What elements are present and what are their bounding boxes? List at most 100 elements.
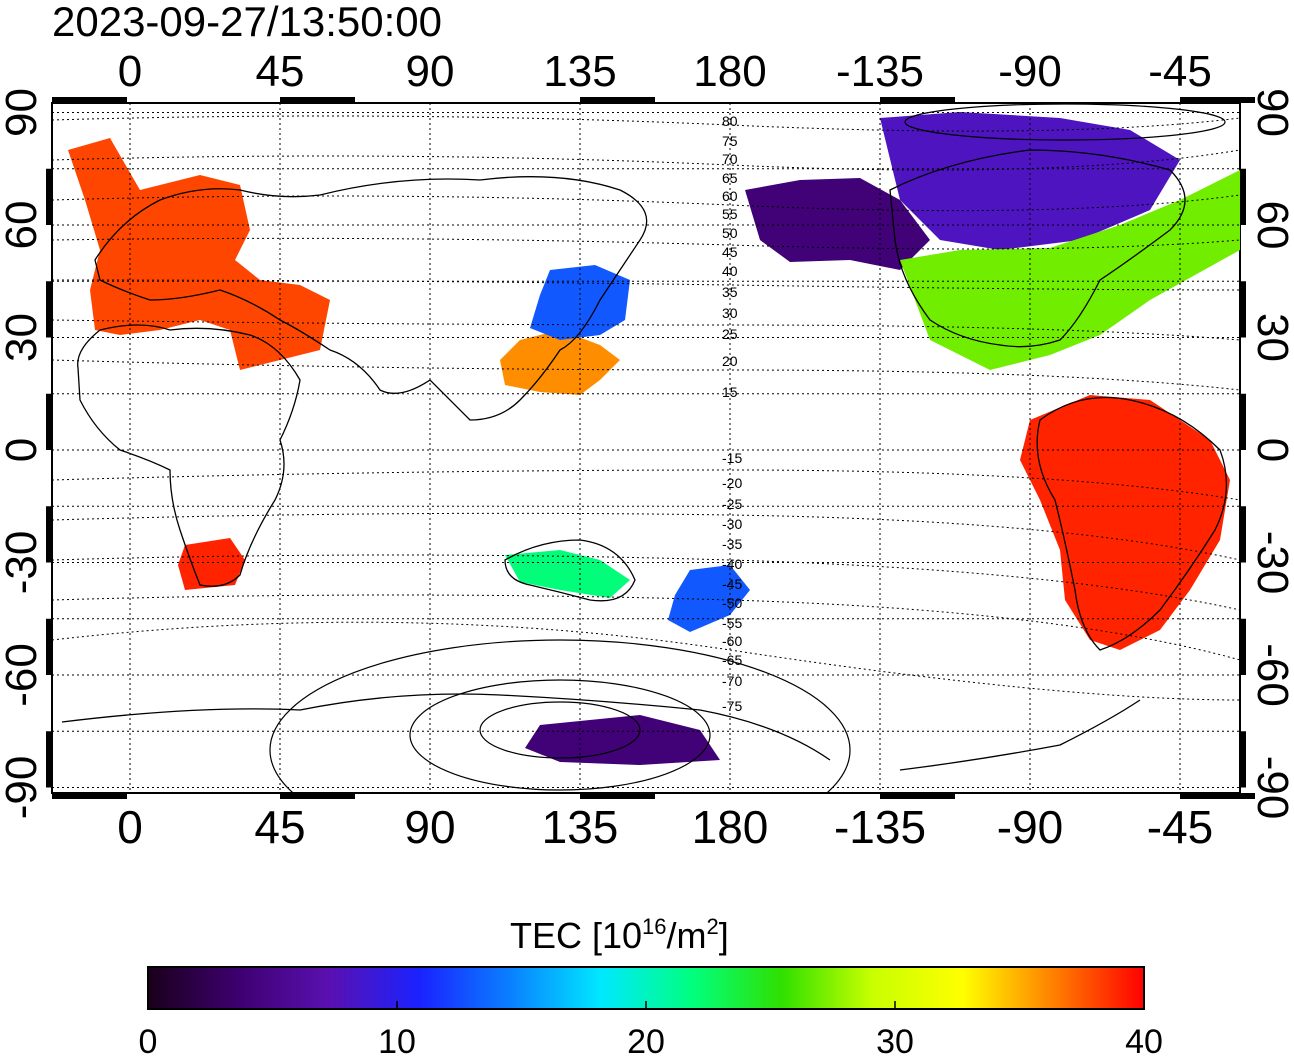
frame-bar-bottom xyxy=(280,793,355,799)
tec-cell-southern-africa xyxy=(178,538,245,590)
contour-labels: 80 75 70 65 60 55 50 45 40 35 30 25 20 15 -15 -20 -25 -30… xyxy=(722,113,742,714)
frame-bar-left xyxy=(46,281,52,338)
contour-label: -55 xyxy=(722,615,742,631)
contour-label: -35 xyxy=(722,536,742,552)
contour-label: -25 xyxy=(722,496,742,512)
map-frame xyxy=(46,97,1255,799)
contour-label: 35 xyxy=(722,284,738,300)
region-north-america-south xyxy=(900,170,1240,370)
tec-cell-north-america-south xyxy=(900,170,1240,370)
frame-bar-bottom xyxy=(1180,793,1255,799)
frame-bar-right xyxy=(1240,168,1246,225)
lat-tick-left: 90 xyxy=(0,88,46,137)
lat-tick-left: -30 xyxy=(0,531,46,595)
lon-tick-bottom: 0 xyxy=(117,801,143,853)
contour-label: 30 xyxy=(722,305,738,321)
frame-bar-bottom xyxy=(52,793,127,799)
contour-label: 80 xyxy=(722,113,738,129)
colorbar-tick-label: 30 xyxy=(876,1023,914,1057)
tec-data-cells xyxy=(68,112,1240,765)
lat-tick-right: 30 xyxy=(1248,313,1294,362)
contour-label: 60 xyxy=(722,188,738,204)
lon-tick-top: -90 xyxy=(998,47,1062,96)
tec-cell-north-america-north xyxy=(880,112,1180,250)
colorbar-tick-label: 20 xyxy=(627,1023,665,1057)
contour-label: 40 xyxy=(722,263,738,279)
lon-tick-top: 90 xyxy=(406,47,455,96)
contour-label: -70 xyxy=(722,673,742,689)
frame-bar-top xyxy=(880,97,955,103)
tec-cell-new-zealand xyxy=(668,565,750,632)
colorbar-title: TEC [1016/m2] xyxy=(510,914,729,956)
right-latitude-axis: 90 60 30 0 -30 -60 -90 xyxy=(1248,88,1294,819)
contour-label: 45 xyxy=(722,244,738,260)
frame-bar-right xyxy=(1240,393,1246,450)
frame-bar-right xyxy=(1240,506,1246,563)
contour-label: 55 xyxy=(722,206,738,222)
frame-bar-top xyxy=(1180,97,1255,103)
timestamp-title: 2023-09-27/13:50:00 xyxy=(52,0,442,45)
colorbar-tick-label: 0 xyxy=(139,1023,158,1057)
colorbar-title-exp2: 2 xyxy=(707,914,719,939)
contour-lines xyxy=(52,115,1240,701)
colorbar: TEC [1016/m2] 0 10 20 30 40 xyxy=(139,914,1163,1057)
frame-bar-bottom xyxy=(580,793,655,799)
region-new-zealand xyxy=(668,565,750,632)
region-north-pacific-high-lat xyxy=(745,178,930,270)
region-north-america-north xyxy=(880,112,1180,250)
lat-tick-left: 30 xyxy=(0,313,46,362)
tec-cell-europe xyxy=(68,138,330,370)
contour-label: 20 xyxy=(722,353,738,369)
region-japan xyxy=(530,265,630,340)
lon-tick-top: -45 xyxy=(1148,47,1212,96)
lon-tick-top: 135 xyxy=(543,47,616,96)
lat-tick-right: -60 xyxy=(1248,643,1294,707)
lon-tick-bottom: 135 xyxy=(542,801,619,853)
colorbar-tick-label: 40 xyxy=(1125,1023,1163,1057)
colorbar-ticks: 0 10 20 30 40 xyxy=(139,1001,1163,1057)
map-gridlines xyxy=(52,103,1240,793)
map-panel xyxy=(46,97,1255,799)
contour-label: 75 xyxy=(722,133,738,149)
frame-bar-top xyxy=(280,97,355,103)
frame-bar-right xyxy=(1240,281,1246,338)
lon-tick-bottom: -135 xyxy=(834,801,926,853)
contour-label: 65 xyxy=(722,170,738,186)
frame-bar-left xyxy=(46,393,52,450)
lon-tick-top: -135 xyxy=(836,47,924,96)
contour-label: 50 xyxy=(722,225,738,241)
contour-label: -15 xyxy=(722,450,742,466)
frame-bar-top xyxy=(52,97,127,103)
bottom-longitude-axis: 0 45 90 135 180 -135 -90 -45 xyxy=(117,801,1213,853)
lat-tick-left: 60 xyxy=(0,201,46,250)
frame-bar-bottom xyxy=(880,793,955,799)
contour-label: 25 xyxy=(722,326,738,342)
colorbar-title-exp1: 16 xyxy=(642,914,666,939)
lon-tick-bottom: 45 xyxy=(254,801,305,853)
colorbar-title-main: TEC [10 xyxy=(510,915,642,956)
tec-cell-japan xyxy=(530,265,630,340)
lon-tick-bottom: -45 xyxy=(1147,801,1213,853)
lat-tick-right: -90 xyxy=(1248,756,1294,820)
contour-label: -65 xyxy=(722,652,742,668)
left-latitude-axis: 90 60 30 0 -30 -60 -90 xyxy=(0,88,46,819)
lat-tick-right: 60 xyxy=(1248,201,1294,250)
frame-bar-right xyxy=(1240,618,1246,675)
region-europe xyxy=(68,138,330,370)
lat-tick-left: -90 xyxy=(0,756,46,820)
colorbar-title-mid: /m xyxy=(667,915,707,956)
contour-label: -20 xyxy=(722,475,742,491)
lat-tick-left: 0 xyxy=(0,438,46,462)
contour-label: -50 xyxy=(722,595,742,611)
contour-label: -75 xyxy=(722,698,742,714)
solid-contours xyxy=(269,103,1226,793)
frame-bar-left xyxy=(46,618,52,675)
frame-bar-left xyxy=(46,506,52,563)
colorbar-title-end: ] xyxy=(719,915,729,956)
frame-bar-top xyxy=(580,97,655,103)
contour-label: 70 xyxy=(722,151,738,167)
frame-bar-right xyxy=(1240,731,1246,788)
contour-label: -40 xyxy=(722,556,742,572)
lat-tick-right: -30 xyxy=(1248,531,1294,595)
